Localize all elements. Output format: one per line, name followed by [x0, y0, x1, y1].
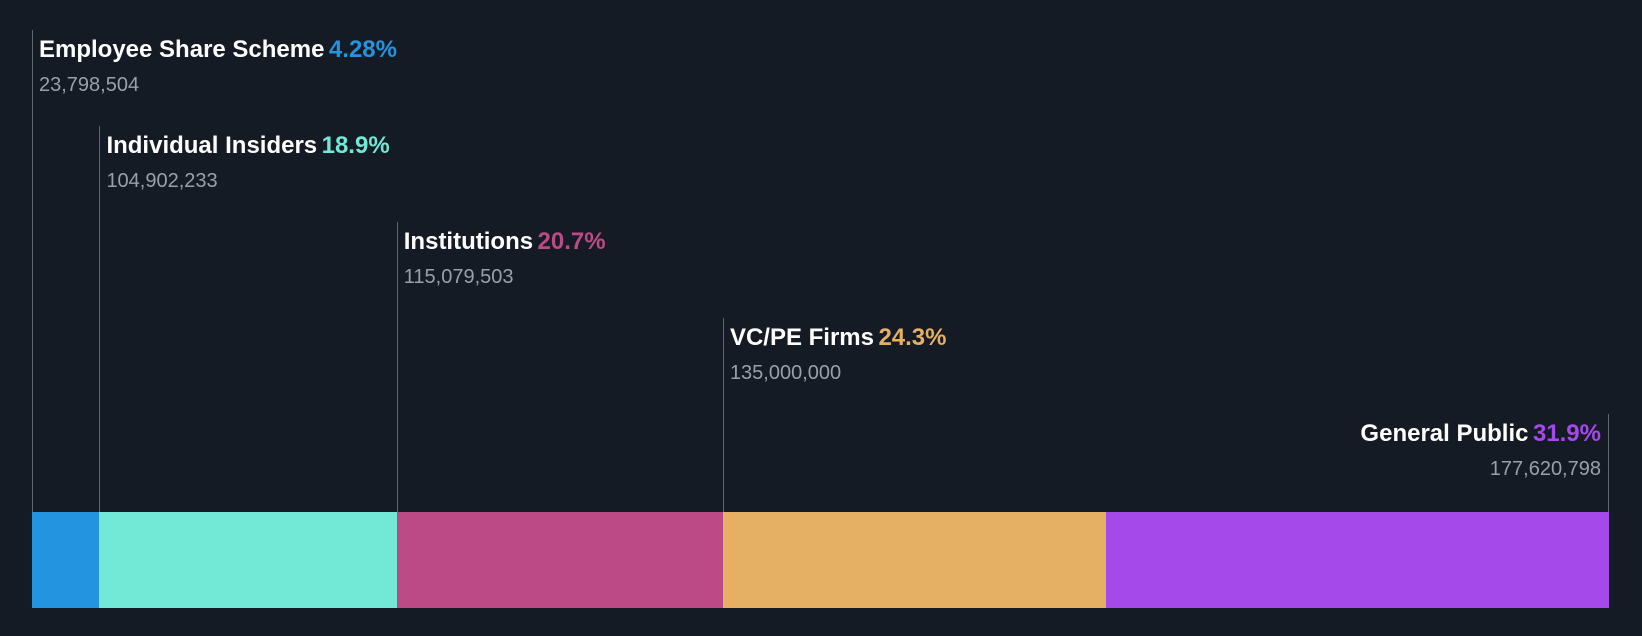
label-vc-pe-firms: VC/PE Firms 24.3% 135,000,000	[730, 324, 947, 385]
label-individual-insiders: Individual Insiders 18.9% 104,902,233	[106, 132, 389, 193]
series-name: Employee Share Scheme	[39, 36, 325, 63]
series-name: General Public	[1360, 420, 1529, 447]
series-share-count: 115,079,503	[403, 266, 514, 288]
series-percent: 31.9%	[1532, 420, 1601, 447]
segment-vc-pe-firms	[722, 512, 1106, 608]
series-percent: 4.28%	[328, 36, 397, 63]
series-share-count: 177,620,798	[1489, 458, 1601, 480]
leader-line-vc-pe-firms	[722, 318, 724, 512]
segment-individual-insiders	[99, 512, 397, 608]
label-institutions: Institutions 20.7% 115,079,503	[404, 228, 606, 289]
segment-employee-share-scheme	[32, 512, 100, 608]
leader-line-institutions	[396, 222, 398, 512]
series-share-count: 23,798,504	[39, 74, 140, 96]
series-share-count: 135,000,000	[729, 362, 842, 384]
label-general-public: General Public 31.9% 177,620,798	[1360, 420, 1601, 481]
series-percent: 24.3%	[878, 324, 947, 351]
leader-line-employee-share-scheme	[32, 30, 33, 512]
leader-line-general-public	[1608, 414, 1609, 512]
series-name: Institutions	[403, 228, 534, 255]
label-employee-share-scheme: Employee Share Scheme 4.28% 23,798,504	[39, 36, 397, 97]
series-percent: 18.9%	[321, 132, 390, 159]
leader-line-individual-insiders	[99, 126, 101, 512]
series-name: Individual Insiders	[106, 132, 318, 159]
segment-institutions	[396, 512, 723, 608]
series-share-count: 104,902,233	[106, 170, 218, 192]
segment-general-public	[1105, 512, 1609, 608]
series-name: VC/PE Firms	[729, 324, 874, 351]
series-percent: 20.7%	[537, 228, 606, 255]
